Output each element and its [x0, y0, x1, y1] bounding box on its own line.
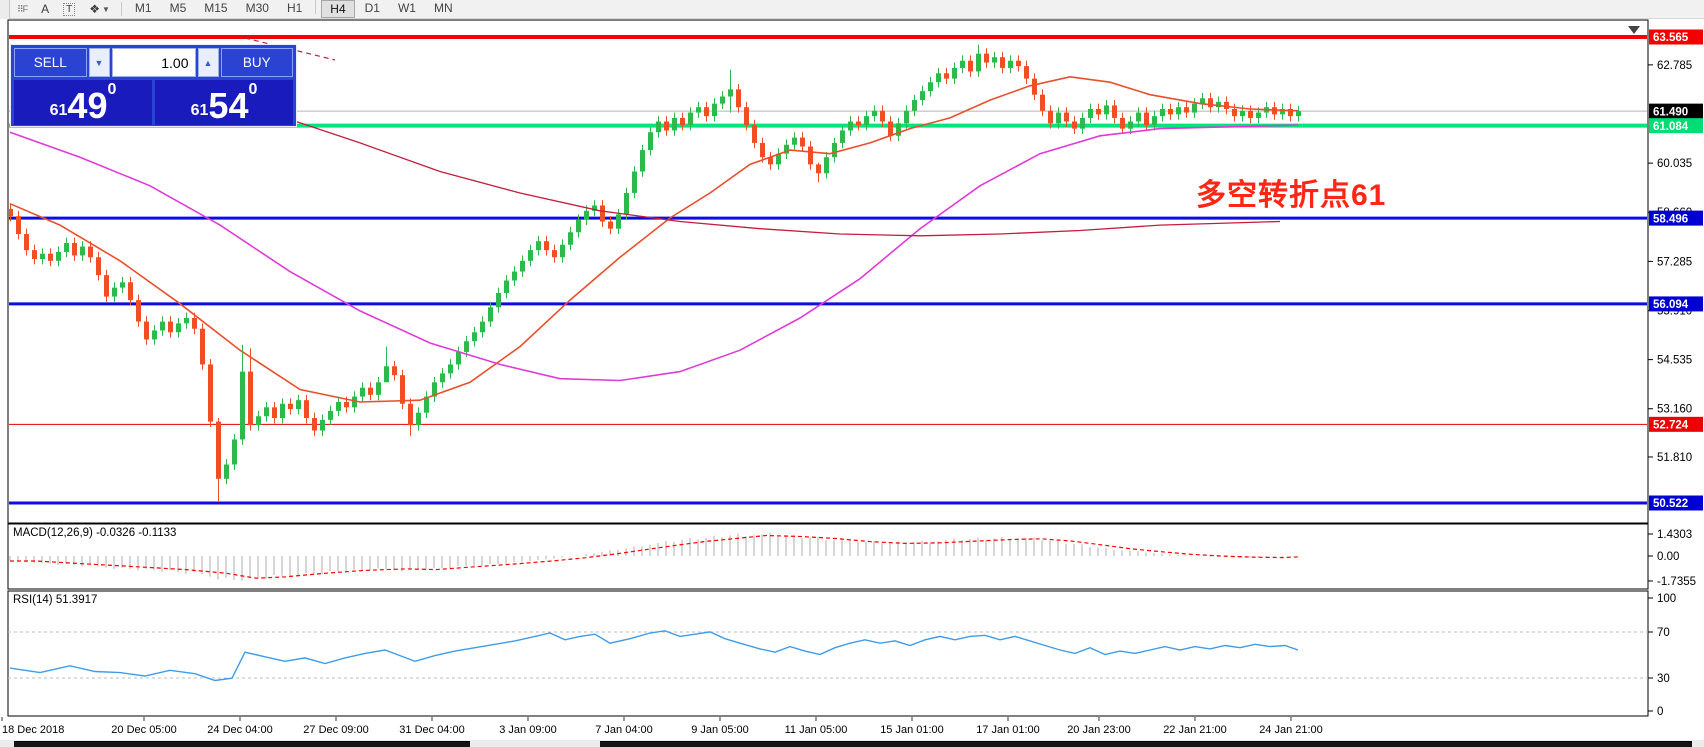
timeframe-button-d1[interactable]: D1 — [364, 1, 380, 15]
price-label-50.522 — [1649, 495, 1703, 511]
rsi-indicator-label: RSI(14) 51.3917 — [13, 594, 98, 606]
svg-text:56.094: 56.094 — [1653, 299, 1689, 311]
svg-text:15 Jan 01:00: 15 Jan 01:00 — [880, 724, 944, 736]
svg-text:0.00: 0.00 — [1657, 551, 1679, 563]
price-label-61.084 — [1649, 118, 1703, 134]
svg-text:-1.7355: -1.7355 — [1657, 576, 1696, 588]
svg-text:7 Jan 04:00: 7 Jan 04:00 — [595, 724, 653, 736]
svg-text:31 Dec 04:00: 31 Dec 04:00 — [399, 724, 464, 736]
one-click-trading-panel: SELL ▼ ▲ BUY 61 49 0 61 54 0 — [10, 44, 297, 127]
svg-text:20 Dec 05:00: 20 Dec 05:00 — [111, 724, 176, 736]
shapes-tool-icon[interactable]: ❖ ▼ — [89, 2, 110, 16]
svg-text:57.285: 57.285 — [1657, 256, 1692, 268]
toolbar-gutter — [0, 0, 10, 19]
price-label-61.490 — [1649, 103, 1703, 119]
volume-input[interactable] — [112, 49, 195, 76]
slow-magenta-ma — [9, 124, 1299, 382]
svg-text:53.160: 53.160 — [1657, 404, 1692, 416]
sell-price-pips: 49 — [67, 84, 108, 126]
rsi-line — [9, 630, 1299, 682]
timeframe-button-w1[interactable]: W1 — [397, 1, 416, 15]
drawing-tools-group: ⠿F A T ❖ ▼ — [10, 1, 117, 18]
svg-text:30: 30 — [1657, 673, 1670, 685]
timeframe-button-mn[interactable]: MN — [433, 1, 453, 15]
svg-text:54.535: 54.535 — [1657, 355, 1692, 367]
svg-text:9 Jan 05:00: 9 Jan 05:00 — [691, 724, 749, 736]
svg-text:17 Jan 01:00: 17 Jan 01:00 — [976, 724, 1040, 736]
svg-text:22 Jan 21:00: 22 Jan 21:00 — [1163, 724, 1227, 736]
macd-pane — [7, 523, 1649, 590]
sell-button[interactable]: SELL — [14, 48, 87, 77]
sell-price-point: 0 — [107, 81, 117, 98]
bottom-strip — [0, 740, 1704, 747]
timeframe-buttons-group: M1 M5 M15 M30 H1 H4 D1 W1 MN — [126, 0, 462, 18]
svg-text:0: 0 — [1657, 706, 1663, 718]
rsi-pane — [7, 590, 1649, 717]
buy-price-point: 0 — [248, 81, 258, 98]
templates-icon[interactable]: ⠿F — [17, 3, 28, 14]
svg-text:1.4303: 1.4303 — [1657, 529, 1692, 541]
svg-text:11 Jan 05:00: 11 Jan 05:00 — [785, 724, 848, 736]
background-window-edge[interactable] — [14, 741, 470, 747]
svg-text:51.810: 51.810 — [1657, 452, 1692, 464]
top-toolbar: ⠿F A T ❖ ▼ M1 M5 M15 M30 H1 H4 D1 W1 MN — [0, 0, 1704, 19]
timeframe-button-m1[interactable]: M1 — [134, 1, 152, 15]
background-window-edge[interactable] — [600, 741, 1692, 747]
buy-price-display[interactable]: 61 54 0 — [155, 80, 293, 125]
macd-indicator-label: MACD(12,26,9) -0.0326 -0.1133 — [13, 527, 177, 539]
volume-decrease-button[interactable]: ▼ — [88, 48, 110, 77]
svg-text:61.084: 61.084 — [1653, 121, 1689, 133]
chart-text-annotation[interactable]: 多空转折点61 — [1196, 179, 1387, 212]
macd-signal-line — [10, 534, 1299, 579]
buy-button[interactable]: BUY — [220, 48, 293, 77]
sell-price-display[interactable]: 61 49 0 — [14, 80, 152, 125]
price-label-58.496 — [1649, 210, 1703, 226]
svg-text:62.785: 62.785 — [1657, 60, 1692, 72]
toolbar-separator — [120, 2, 122, 16]
price-axis: 62.78560.03558.66057.28555.91054.53553.1… — [1648, 29, 1703, 718]
macd-histogram — [9, 533, 1299, 581]
svg-text:24 Jan 21:00: 24 Jan 21:00 — [1259, 724, 1323, 736]
svg-text:27 Dec 09:00: 27 Dec 09:00 — [303, 724, 368, 736]
svg-text:58.496: 58.496 — [1653, 213, 1688, 225]
svg-text:100: 100 — [1657, 593, 1676, 605]
svg-text:70: 70 — [1657, 627, 1670, 639]
price-label-56.094 — [1649, 296, 1703, 312]
svg-text:24 Dec 04:00: 24 Dec 04:00 — [207, 724, 272, 736]
timeframe-button-m30[interactable]: M30 — [245, 1, 269, 15]
candles — [9, 44, 1301, 502]
volume-increase-button[interactable]: ▲ — [197, 48, 219, 77]
text-tool-icon[interactable]: A — [41, 2, 50, 16]
svg-text:3 Jan 09:00: 3 Jan 09:00 — [499, 724, 557, 736]
svg-text:61.490: 61.490 — [1653, 106, 1688, 118]
buy-price-pips: 54 — [208, 84, 249, 126]
svg-text:18 Dec 2018: 18 Dec 2018 — [2, 724, 64, 736]
fast-orange-ma — [9, 75, 1299, 403]
price-label-52.724 — [1649, 416, 1703, 432]
chart-shift-marker[interactable] — [1628, 26, 1640, 34]
timeframe-button-m5[interactable]: M5 — [169, 1, 187, 15]
svg-text:50.522: 50.522 — [1653, 498, 1688, 510]
long-crimson-ma — [279, 115, 1281, 237]
sell-price-major: 61 — [49, 102, 68, 119]
timeframe-button-m15[interactable]: M15 — [204, 1, 228, 15]
label-tool-icon[interactable]: T — [56, 1, 82, 18]
timeframe-button-h1[interactable]: H1 — [286, 1, 303, 15]
svg-text:60.035: 60.035 — [1657, 158, 1692, 170]
svg-text:63.565: 63.565 — [1653, 32, 1689, 44]
buy-price-major: 61 — [190, 102, 209, 119]
price-label-63.565 — [1649, 29, 1703, 45]
svg-text:20 Jan 23:00: 20 Jan 23:00 — [1067, 724, 1131, 736]
svg-text:52.724: 52.724 — [1653, 420, 1689, 432]
timeframe-button-h4[interactable]: H4 — [321, 0, 355, 18]
time-axis: 18 Dec 2018 20 Dec 05:00 24 Dec 04:00 27 De… — [1, 717, 1323, 736]
